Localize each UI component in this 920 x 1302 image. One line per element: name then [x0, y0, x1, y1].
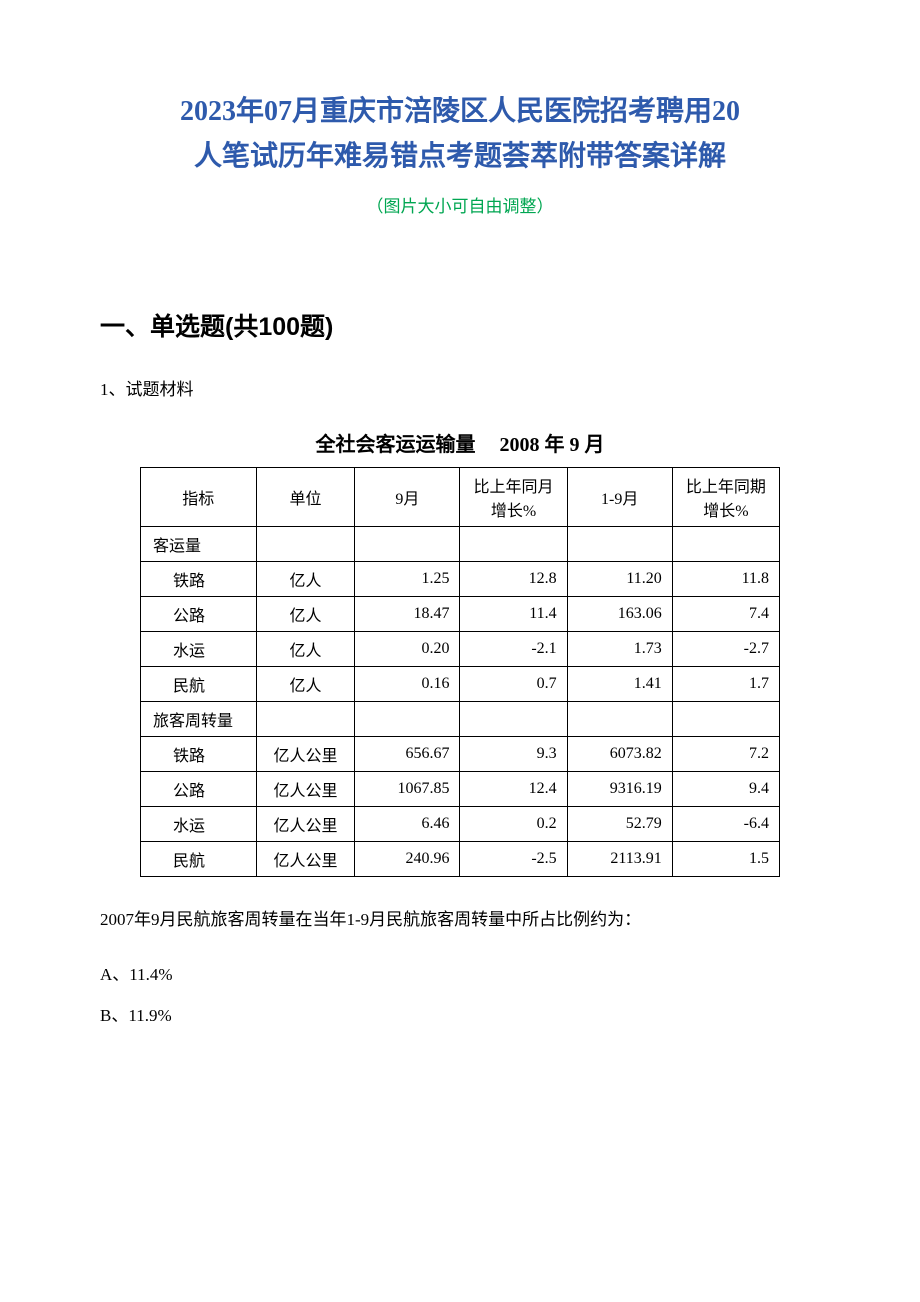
- option-b: B、11.9%: [100, 1001, 820, 1026]
- document-subtitle: （图片大小可自由调整）: [100, 192, 820, 217]
- row-range: 9316.19: [567, 771, 672, 806]
- row-unit: 亿人公里: [256, 736, 355, 771]
- row-unit: 亿人公里: [256, 841, 355, 876]
- row-sep: 1.25: [355, 561, 460, 596]
- table-header-row: 指标 单位 9月 比上年同月增长% 1-9月 比上年同期增长%: [141, 467, 780, 526]
- table-row: 公路 亿人公里 1067.85 12.4 9316.19 9.4: [141, 771, 780, 806]
- table-row: 民航 亿人公里 240.96 -2.5 2113.91 1.5: [141, 841, 780, 876]
- title-line-1: 2023年07月重庆市涪陵区人民医院招考聘用20: [100, 90, 820, 135]
- row-range-pct: -2.7: [672, 631, 779, 666]
- col-header-sep-pct: 比上年同月增长%: [460, 467, 567, 526]
- row-range-pct: 1.7: [672, 666, 779, 701]
- table-row: 铁路 亿人公里 656.67 9.3 6073.82 7.2: [141, 736, 780, 771]
- row-unit: 亿人公里: [256, 806, 355, 841]
- row-range-pct: 11.8: [672, 561, 779, 596]
- row-unit: 亿人: [256, 561, 355, 596]
- row-range-pct: -6.4: [672, 806, 779, 841]
- table-caption-right: 2008 年 9 月: [500, 434, 605, 456]
- table-row: 公路 亿人 18.47 11.4 163.06 7.4: [141, 596, 780, 631]
- row-range-pct: 7.4: [672, 596, 779, 631]
- row-sep: 6.46: [355, 806, 460, 841]
- row-sep-pct: 0.2: [460, 806, 567, 841]
- question-number-label: 1、试题材料: [100, 375, 820, 400]
- table-row: 铁路 亿人 1.25 12.8 11.20 11.8: [141, 561, 780, 596]
- row-range: 11.20: [567, 561, 672, 596]
- table-caption-left: 全社会客运运输量: [316, 434, 476, 456]
- table-row: 民航 亿人 0.16 0.7 1.41 1.7: [141, 666, 780, 701]
- row-name: 公路: [141, 596, 257, 631]
- row-name: 铁路: [141, 561, 257, 596]
- table-row: 水运 亿人公里 6.46 0.2 52.79 -6.4: [141, 806, 780, 841]
- row-name: 铁路: [141, 736, 257, 771]
- row-name: 水运: [141, 631, 257, 666]
- row-range: 52.79: [567, 806, 672, 841]
- row-sep: 656.67: [355, 736, 460, 771]
- col-header-range-pct: 比上年同期增长%: [672, 467, 779, 526]
- row-sep-pct: 12.4: [460, 771, 567, 806]
- row-unit: 亿人: [256, 631, 355, 666]
- col-header-sep: 9月: [355, 467, 460, 526]
- row-sep-pct: 11.4: [460, 596, 567, 631]
- row-range: 6073.82: [567, 736, 672, 771]
- section-heading: 一、单选题(共100题): [100, 307, 820, 343]
- section-label: 旅客周转量: [141, 701, 257, 736]
- row-sep-pct: -2.5: [460, 841, 567, 876]
- col-header-unit: 单位: [256, 467, 355, 526]
- row-name: 民航: [141, 841, 257, 876]
- row-sep-pct: -2.1: [460, 631, 567, 666]
- row-range: 163.06: [567, 596, 672, 631]
- table-section-row: 旅客周转量: [141, 701, 780, 736]
- row-range: 1.41: [567, 666, 672, 701]
- row-sep-pct: 9.3: [460, 736, 567, 771]
- row-name: 公路: [141, 771, 257, 806]
- row-unit: 亿人: [256, 666, 355, 701]
- table-caption: 全社会客运运输量 2008 年 9 月: [100, 428, 820, 457]
- transport-data-table: 指标 单位 9月 比上年同月增长% 1-9月 比上年同期增长% 客运量 铁路 亿…: [140, 467, 780, 877]
- table-row: 水运 亿人 0.20 -2.1 1.73 -2.7: [141, 631, 780, 666]
- row-range-pct: 9.4: [672, 771, 779, 806]
- table-section-row: 客运量: [141, 526, 780, 561]
- row-sep: 18.47: [355, 596, 460, 631]
- section-label: 客运量: [141, 526, 257, 561]
- col-header-range: 1-9月: [567, 467, 672, 526]
- col-header-indicator: 指标: [141, 467, 257, 526]
- row-range: 1.73: [567, 631, 672, 666]
- option-a: A、11.4%: [100, 960, 820, 985]
- row-sep: 0.16: [355, 666, 460, 701]
- row-unit: 亿人: [256, 596, 355, 631]
- row-name: 水运: [141, 806, 257, 841]
- row-range-pct: 7.2: [672, 736, 779, 771]
- row-range: 2113.91: [567, 841, 672, 876]
- row-unit: 亿人公里: [256, 771, 355, 806]
- row-sep: 0.20: [355, 631, 460, 666]
- row-name: 民航: [141, 666, 257, 701]
- row-range-pct: 1.5: [672, 841, 779, 876]
- title-line-2: 人笔试历年难易错点考题荟萃附带答案详解: [100, 135, 820, 180]
- question-text: 2007年9月民航旅客周转量在当年1-9月民航旅客周转量中所占比例约为：: [100, 907, 820, 933]
- document-title: 2023年07月重庆市涪陵区人民医院招考聘用20 人笔试历年难易错点考题荟萃附带…: [100, 90, 820, 180]
- row-sep-pct: 12.8: [460, 561, 567, 596]
- row-sep-pct: 0.7: [460, 666, 567, 701]
- row-sep: 240.96: [355, 841, 460, 876]
- row-sep: 1067.85: [355, 771, 460, 806]
